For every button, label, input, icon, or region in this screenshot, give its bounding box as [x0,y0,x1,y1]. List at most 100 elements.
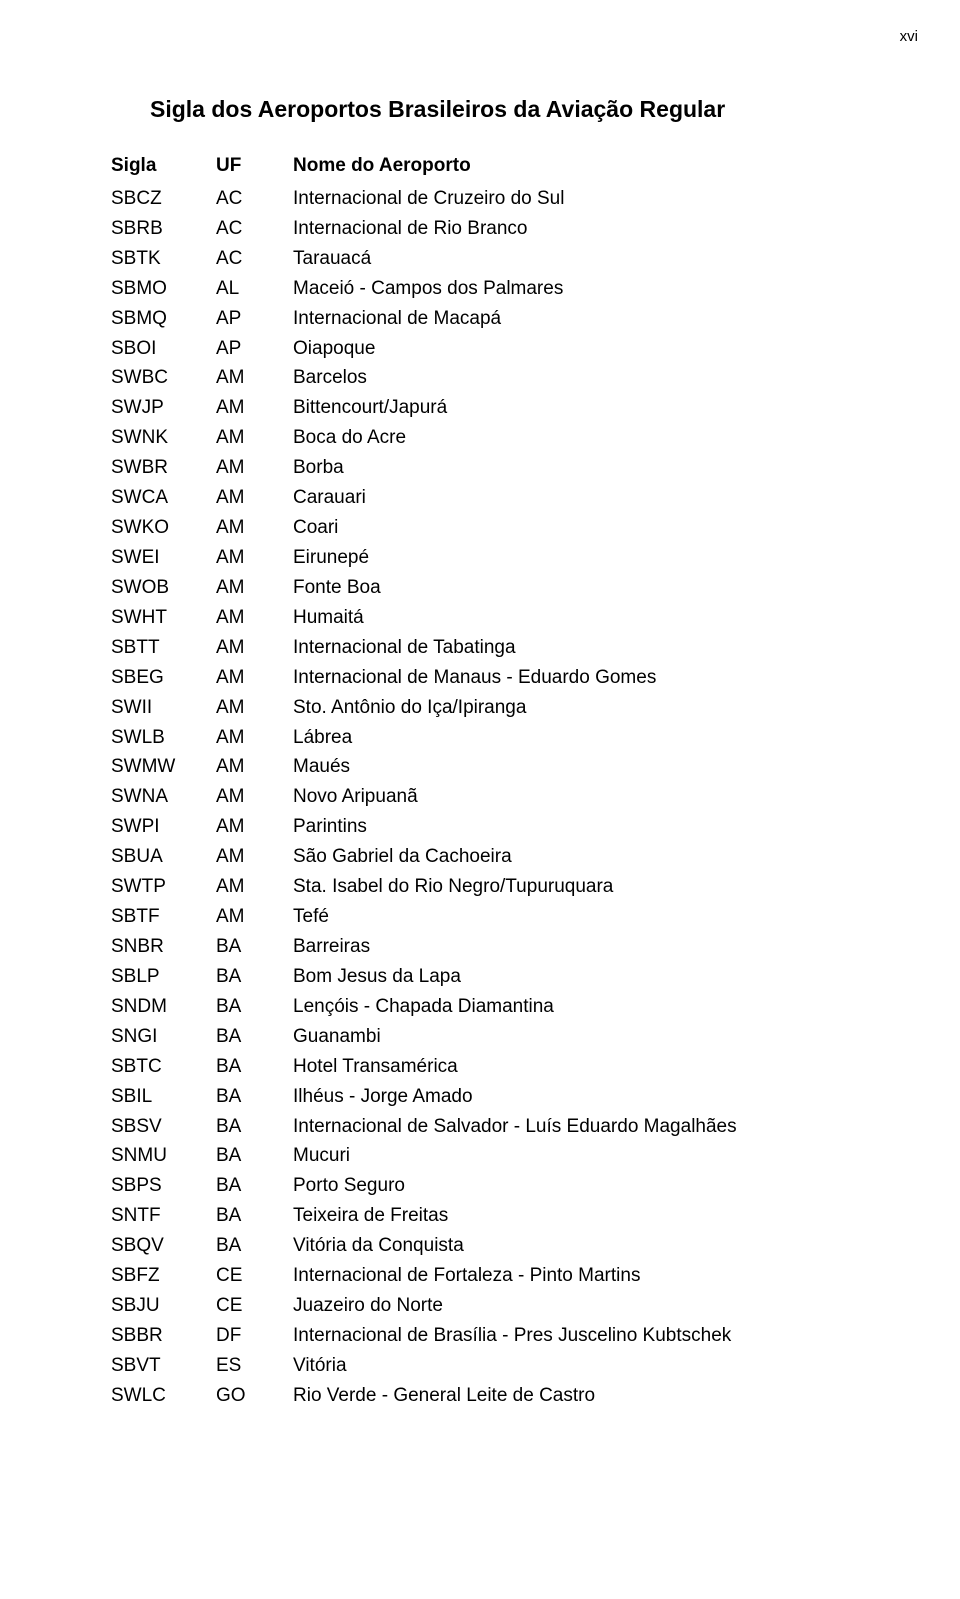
cell-uf: AM [215,633,292,663]
cell-uf: AP [215,304,292,334]
cell-sigla: SBTC [110,1052,215,1082]
table-row: SWEIAMEirunepé [110,543,761,573]
cell-nome: Coari [292,513,761,543]
cell-uf: AL [215,274,292,304]
cell-uf: BA [215,962,292,992]
cell-uf: GO [215,1381,292,1411]
table-row: SBTKACTarauacá [110,244,761,274]
cell-nome: Internacional de Manaus - Eduardo Gomes [292,663,761,693]
cell-uf: AM [215,543,292,573]
cell-nome: Maceió - Campos dos Palmares [292,274,761,304]
table-row: SNBRBABarreiras [110,932,761,962]
table-row: SNTFBATeixeira de Freitas [110,1201,761,1231]
table-row: SBSVBAInternacional de Salvador - Luís E… [110,1112,761,1142]
table-row: SBTCBAHotel Transamérica [110,1052,761,1082]
cell-nome: Maués [292,752,761,782]
cell-nome: Rio Verde - General Leite de Castro [292,1381,761,1411]
cell-nome: Guanambi [292,1022,761,1052]
cell-uf: BA [215,1201,292,1231]
table-row: SBJUCEJuazeiro do Norte [110,1291,761,1321]
table-row: SBFZCEInternacional de Fortaleza - Pinto… [110,1261,761,1291]
table-row: SWTPAMSta. Isabel do Rio Negro/Tupuruqua… [110,872,761,902]
header-uf: UF [215,151,292,184]
cell-sigla: SBTK [110,244,215,274]
cell-uf: BA [215,992,292,1022]
table-row: SBMQAPInternacional de Macapá [110,304,761,334]
cell-sigla: SBMO [110,274,215,304]
cell-nome: Fonte Boa [292,573,761,603]
cell-nome: Internacional de Fortaleza - Pinto Marti… [292,1261,761,1291]
cell-sigla: SBVT [110,1351,215,1381]
cell-uf: AC [215,214,292,244]
cell-uf: CE [215,1261,292,1291]
cell-sigla: SWII [110,693,215,723]
cell-sigla: SWHT [110,603,215,633]
cell-sigla: SBIL [110,1082,215,1112]
table-row: SWHTAMHumaitá [110,603,761,633]
cell-nome: Mucuri [292,1141,761,1171]
page-title: Sigla dos Aeroportos Brasileiros da Avia… [150,96,870,123]
cell-uf: BA [215,1052,292,1082]
cell-nome: Internacional de Brasília - Pres Jusceli… [292,1321,761,1351]
cell-sigla: SWNK [110,423,215,453]
cell-nome: Novo Aripuanã [292,782,761,812]
table-row: SWLBAMLábrea [110,723,761,753]
page-number: xvi [900,28,918,45]
cell-uf: BA [215,1171,292,1201]
cell-uf: BA [215,932,292,962]
cell-uf: AM [215,812,292,842]
cell-nome: Bittencourt/Japurá [292,393,761,423]
cell-uf: AM [215,842,292,872]
header-nome: Nome do Aeroporto [292,151,761,184]
cell-uf: AC [215,244,292,274]
cell-sigla: SWLB [110,723,215,753]
cell-nome: Porto Seguro [292,1171,761,1201]
table-row: SWMWAMMaués [110,752,761,782]
cell-sigla: SBRB [110,214,215,244]
airport-table: Sigla UF Nome do Aeroporto SBCZACInterna… [110,151,761,1411]
table-row: SWLCGORio Verde - General Leite de Castr… [110,1381,761,1411]
cell-sigla: SWBR [110,453,215,483]
table-body: SBCZACInternacional de Cruzeiro do SulSB… [110,184,761,1411]
cell-sigla: SWTP [110,872,215,902]
cell-uf: BA [215,1022,292,1052]
cell-nome: Vitória [292,1351,761,1381]
table-row: SBVTESVitória [110,1351,761,1381]
cell-nome: Sta. Isabel do Rio Negro/Tupuruquara [292,872,761,902]
cell-uf: AM [215,663,292,693]
cell-uf: AM [215,902,292,932]
cell-nome: São Gabriel da Cachoeira [292,842,761,872]
cell-sigla: SBOI [110,334,215,364]
table-row: SBOIAPOiapoque [110,334,761,364]
cell-nome: Oiapoque [292,334,761,364]
table-row: SWIIAMSto. Antônio do Iça/Ipiranga [110,693,761,723]
cell-uf: AM [215,573,292,603]
cell-sigla: SNGI [110,1022,215,1052]
cell-uf: BA [215,1141,292,1171]
cell-uf: AM [215,393,292,423]
cell-nome: Internacional de Salvador - Luís Eduardo… [292,1112,761,1142]
cell-nome: Juazeiro do Norte [292,1291,761,1321]
cell-nome: Tarauacá [292,244,761,274]
cell-nome: Internacional de Tabatinga [292,633,761,663]
table-row: SBTTAMInternacional de Tabatinga [110,633,761,663]
table-row: SWBRAMBorba [110,453,761,483]
cell-uf: ES [215,1351,292,1381]
cell-uf: AM [215,782,292,812]
table-row: SBTFAMTefé [110,902,761,932]
cell-nome: Barreiras [292,932,761,962]
table-row: SBRBACInternacional de Rio Branco [110,214,761,244]
cell-uf: AM [215,483,292,513]
cell-sigla: SBQV [110,1231,215,1261]
cell-uf: AM [215,513,292,543]
cell-uf: AM [215,752,292,782]
table-header-row: Sigla UF Nome do Aeroporto [110,151,761,184]
table-row: SWKOAMCoari [110,513,761,543]
cell-sigla: SBFZ [110,1261,215,1291]
cell-uf: DF [215,1321,292,1351]
cell-sigla: SWPI [110,812,215,842]
cell-nome: Barcelos [292,363,761,393]
cell-uf: AM [215,453,292,483]
cell-sigla: SBCZ [110,184,215,214]
cell-nome: Boca do Acre [292,423,761,453]
